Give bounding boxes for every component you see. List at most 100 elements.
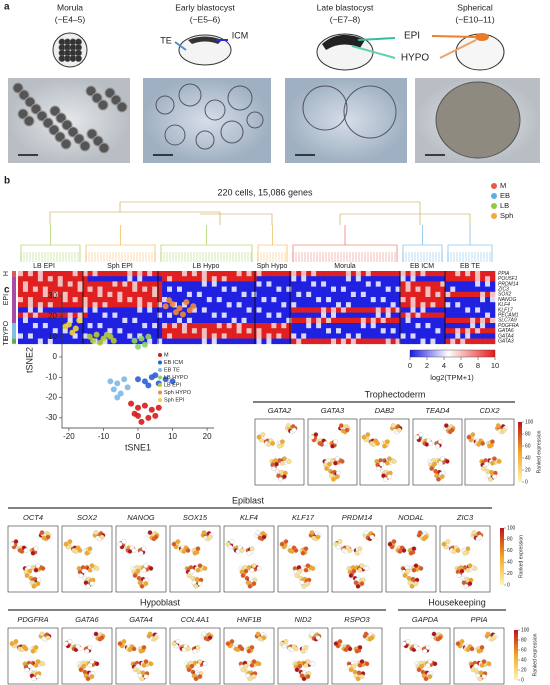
heatmap-cell [167,271,173,277]
heatmap-cell [22,291,29,298]
heatmap-cell [181,328,188,334]
heatmap-cell [470,328,476,334]
heatmap-cell [177,276,183,282]
feature-point [363,530,369,535]
heatmap-cell [216,333,223,339]
heatmap-cell [147,297,153,303]
heatmap-cell [157,286,163,293]
heatmap-cell [27,307,34,313]
heatmap-cell [127,338,133,345]
heatmap-cell [485,338,491,345]
heatmap-cell [251,317,257,324]
heatmap-cell [336,276,342,282]
feature-point [481,466,486,471]
point [162,303,169,310]
heatmap-cell [420,328,426,334]
heatmap-cell [181,286,188,293]
heatmap-cell [345,338,352,345]
legend-dot [158,375,162,380]
heatmap-cell [137,297,143,303]
heatmap-cell [360,291,367,298]
heatmap-cell [350,333,357,339]
heatmap-cell [47,302,54,308]
group-title: Housekeeping [428,597,486,607]
heatmap-cell [355,276,362,282]
heatmap-cell [62,276,68,282]
feature-point [357,662,363,668]
heatmap-cell [470,276,476,282]
heatmap-cell [485,291,491,298]
heatmap-cell [241,312,247,319]
heatmap-cell [435,307,441,313]
feature-point [24,573,30,578]
label-epi: EPI [404,31,420,42]
heatmap-cell [152,276,158,282]
heatmap-cell [261,312,267,319]
point [93,331,100,338]
point [100,335,107,342]
heatmap-cell [490,276,496,282]
feature-point [428,441,434,446]
heatmap-cell [18,323,24,329]
heatmap-cell [147,281,153,287]
heatmap-cell [216,276,223,282]
feature-point [247,676,253,682]
feature-point [445,539,451,544]
heatmap-cell [102,317,108,324]
feature-point [338,423,344,428]
heatmap-cell [256,307,262,313]
feature-point [486,661,492,667]
heatmap-cell [256,281,262,287]
heatmap-cell [172,328,178,334]
heatmap-cell [385,271,391,277]
heatmap-cell [92,307,98,313]
feature-point [309,530,315,535]
feature-point [473,663,479,669]
heatmap-cell [345,323,352,329]
legend-label: M [164,352,169,358]
dendrogram [447,225,493,262]
heatmap-cell [152,286,158,293]
heatmap-cell [167,323,173,329]
heatmap-cell [430,281,436,287]
feature-point [411,546,417,552]
feature-point [40,566,46,571]
gene-name: NANOG [127,513,155,522]
heatmap-cell [395,317,401,324]
feature-point [401,548,407,553]
heatmap-cell [271,312,277,319]
feature-point [45,534,51,540]
heatmap-cell [450,328,456,334]
legend-label: Sph EPI [164,397,185,403]
label-te: TE [160,35,172,45]
feature-point [93,530,99,535]
heatmap-cell [177,302,183,308]
heatmap-cell [32,323,39,329]
heatmap-cell [167,276,173,282]
heatmap-cell [460,307,466,313]
heatmap-cell [112,328,118,334]
heatmap-cell [117,302,123,308]
heatmap-cell [286,338,292,345]
heatmap-cell [77,328,83,334]
heatmap-cell [42,286,49,293]
feature-point [470,667,476,673]
feature-point [333,460,338,466]
embryo [23,115,35,127]
heatmap-cell [271,333,277,339]
feature-point [357,546,363,552]
colorbar-tick-label: 8 [476,361,480,370]
heatmap-cell [112,291,118,298]
heatmap-cell [296,333,302,339]
heatmap-cell [107,323,113,329]
heatmap-cell [360,328,367,334]
heatmap-cell [127,333,133,339]
heatmap-cell [355,307,362,313]
x-tick-label: 0 [136,432,141,441]
legend-dot [491,203,497,209]
heatmap-cell [385,328,391,334]
feature-point [297,568,303,574]
heatmap-cell [360,317,367,324]
heatmap-cell [42,317,49,324]
heatmap-cell [147,338,153,345]
